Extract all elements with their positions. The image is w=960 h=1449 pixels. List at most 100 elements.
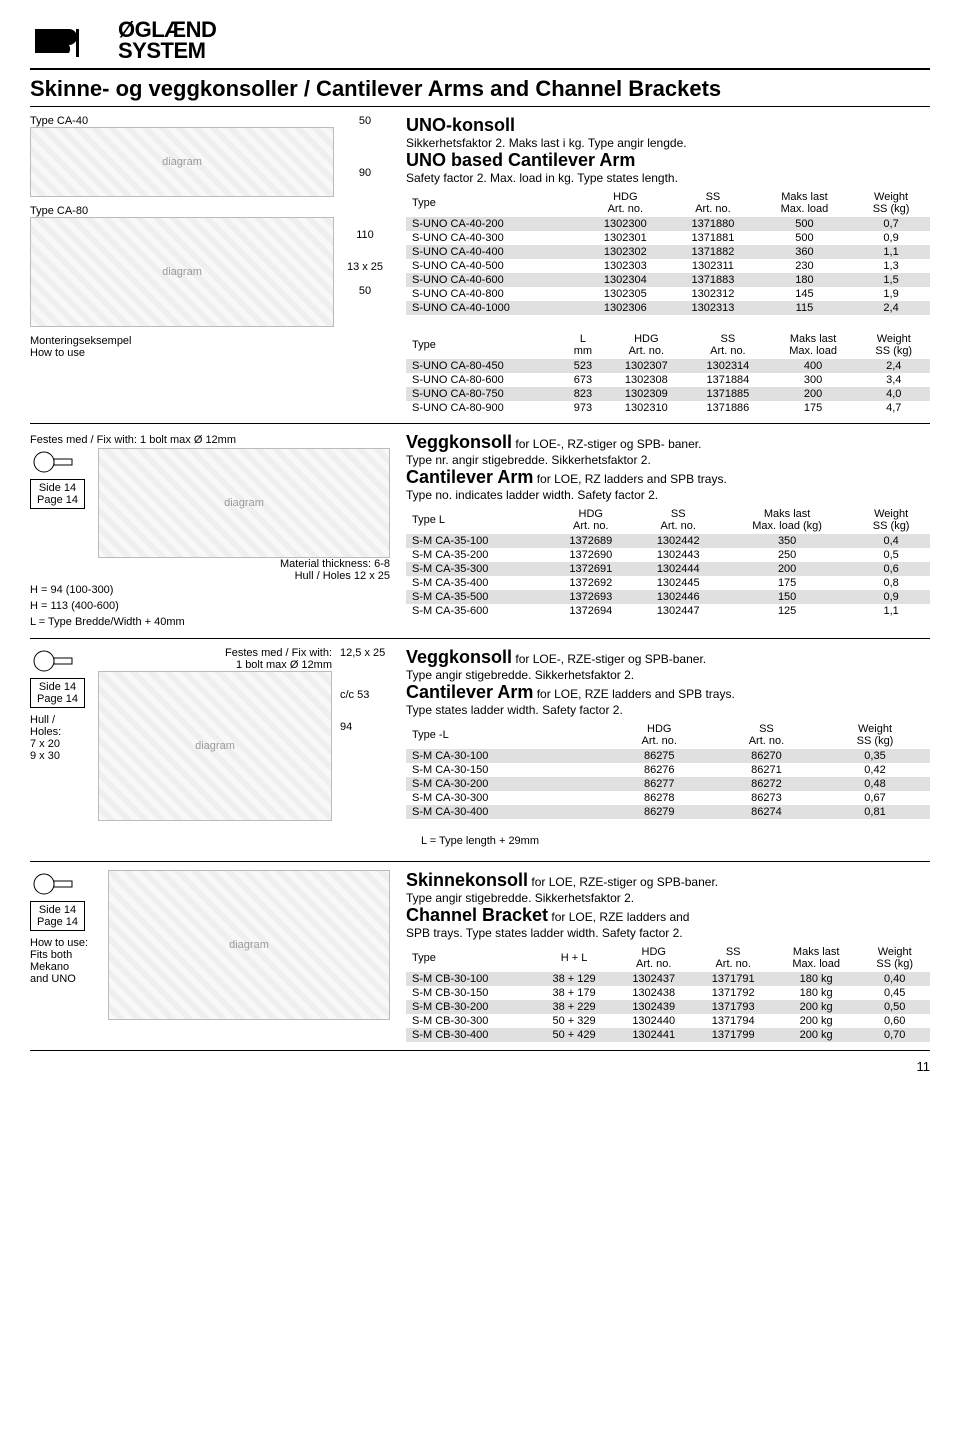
- table-cell: 1302313: [669, 301, 757, 315]
- table-cell: S-UNO CA-40-200: [406, 217, 582, 231]
- table-cell: 823: [560, 387, 605, 401]
- table-header: SSArt. no.: [687, 331, 769, 359]
- table-cell: 115: [757, 301, 852, 315]
- block-uno: Type CA-40 diagram Type CA-80 diagram Mo…: [30, 115, 930, 415]
- ca30-diagram: diagram: [98, 671, 332, 821]
- holes-b3-2: Holes:: [30, 726, 90, 738]
- ref-badge-b4: Side 14 Page 14: [30, 901, 85, 931]
- table-cell: 523: [560, 359, 605, 373]
- table-header: Maks lastMax. load (kg): [722, 506, 852, 534]
- table-row: S-UNO CA-80-450523130230713023144002,4: [406, 359, 930, 373]
- holes-b3-4: 9 x 30: [30, 750, 90, 762]
- b4-desc-no: Type angir stigebredde. Sikkerhetsfaktor…: [406, 891, 930, 905]
- use-note3: Mekano: [30, 961, 100, 973]
- table-header: HDGArt. no.: [606, 721, 713, 749]
- table-cell: 1302306: [582, 301, 670, 315]
- block-ca30: Side 14 Page 14 Hull / Holes: 7 x 20 9 x…: [30, 647, 930, 821]
- ca80-label: Type CA-80: [30, 205, 334, 217]
- table-cell: S-M CB-30-200: [406, 1000, 534, 1014]
- table-cell: 38 + 179: [534, 986, 614, 1000]
- table-cell: 500: [757, 217, 852, 231]
- table-cell: 86271: [713, 763, 820, 777]
- table-cell: 180 kg: [773, 986, 860, 1000]
- table-cell: 0,8: [852, 576, 930, 590]
- table-cell: S-M CA-35-600: [406, 604, 547, 618]
- table-cell: S-M CA-30-400: [406, 805, 606, 819]
- table-ca40: TypeHDGArt. no.SSArt. no.Maks lastMax. l…: [406, 189, 930, 315]
- table-header: Type L: [406, 506, 547, 534]
- table-cell: 86277: [606, 777, 713, 791]
- h-note1: H = 94 (100-300): [30, 584, 113, 596]
- table-cell: 1302307: [606, 359, 688, 373]
- table-cell: 250: [722, 548, 852, 562]
- table-cell: 125: [722, 604, 852, 618]
- dim-a-b3: 12,5 x 25: [340, 647, 390, 659]
- table-header: Type: [406, 189, 582, 217]
- table-cell: S-M CA-35-300: [406, 562, 547, 576]
- table-row: S-M CB-30-40050 + 42913024411371799200 k…: [406, 1028, 930, 1042]
- table-cell: 0,60: [859, 1014, 930, 1028]
- table-cell: 1371881: [669, 231, 757, 245]
- b4-desc-en: SPB trays. Type states ladder width. Saf…: [406, 926, 930, 940]
- b3-title-en: Cantilever Arm: [406, 682, 533, 702]
- table-cell: S-M CA-35-200: [406, 548, 547, 562]
- table-cell: 2,4: [852, 301, 930, 315]
- ca40-label: Type CA-40: [30, 115, 334, 127]
- table-cell: 86278: [606, 791, 713, 805]
- table-row: S-UNO CA-40-300130230113718815000,9: [406, 231, 930, 245]
- table-row: S-UNO CA-40-800130230513023121451,9: [406, 287, 930, 301]
- bolt-icon: [30, 647, 80, 675]
- table-cell: 38 + 129: [534, 972, 614, 986]
- table-cell: 1302302: [582, 245, 670, 259]
- table-header: Maks lastMax. load: [769, 331, 858, 359]
- table-cell: 50 + 329: [534, 1014, 614, 1028]
- ca35-diagram: diagram: [98, 448, 390, 558]
- table-cell: 1372689: [547, 534, 634, 548]
- dim-b-b3: c/c 53: [340, 689, 390, 701]
- table-header: HDGArt. no.: [606, 331, 688, 359]
- b2-title-no: Veggkonsoll: [406, 432, 512, 452]
- uno-desc-en: Safety factor 2. Max. load in kg. Type s…: [406, 171, 930, 185]
- table-header: WeightSS (kg): [859, 944, 930, 972]
- table-cell: 1302301: [582, 231, 670, 245]
- dim-13x25: 13 x 25: [340, 261, 390, 273]
- holes-b3-1: Hull /: [30, 714, 90, 726]
- table-cell: 0,81: [820, 805, 930, 819]
- table-cell: S-M CB-30-400: [406, 1028, 534, 1042]
- table-cell: 1372693: [547, 590, 634, 604]
- table-cell: S-UNO CA-80-450: [406, 359, 560, 373]
- table-header: HDGArt. no.: [547, 506, 634, 534]
- table-cell: 0,6: [852, 562, 930, 576]
- dim-c-b3: 94: [340, 721, 390, 733]
- table-cell: 1302440: [614, 1014, 693, 1028]
- table-header: WeightSS (kg): [858, 331, 930, 359]
- table-cell: 1302310: [606, 401, 688, 415]
- table-cell: 1302442: [635, 534, 722, 548]
- table-cell: 0,4: [852, 534, 930, 548]
- holes-note-b2: Hull / Holes 12 x 25: [295, 570, 390, 582]
- b4-title-en-rest: for LOE, RZE ladders and: [548, 910, 689, 924]
- table-cell: 1302439: [614, 1000, 693, 1014]
- b2-title-en: Cantilever Arm: [406, 467, 533, 487]
- table-cell: 1302312: [669, 287, 757, 301]
- table-header: Lmm: [560, 331, 605, 359]
- b3-title-en-rest: for LOE, RZE ladders and SPB trays.: [533, 687, 734, 701]
- table-header: Maks lastMax. load: [757, 189, 852, 217]
- table-cell: 0,7: [852, 217, 930, 231]
- table-row: S-M CA-35-400137269213024451750,8: [406, 576, 930, 590]
- table-cell: 1302304: [582, 273, 670, 287]
- table-row: S-UNO CA-40-600130230413718831801,5: [406, 273, 930, 287]
- brand-text: ØGLÆND SYSTEM: [118, 20, 216, 62]
- ref-page-b2: Page 14: [37, 494, 78, 506]
- table-row: S-UNO CA-40-200130230013718805000,7: [406, 217, 930, 231]
- table-cell: 1,1: [852, 604, 930, 618]
- table-cell: 86274: [713, 805, 820, 819]
- table-cell: 1371791: [693, 972, 772, 986]
- table-cell: S-M CB-30-100: [406, 972, 534, 986]
- table-cell: S-UNO CA-80-600: [406, 373, 560, 387]
- block-cb30: Side 14 Page 14 How to use: Fits both Me…: [30, 870, 930, 1042]
- table-cell: 1302445: [635, 576, 722, 590]
- table-cell: S-M CB-30-150: [406, 986, 534, 1000]
- table-cell: 400: [769, 359, 858, 373]
- table-cell: 200: [769, 387, 858, 401]
